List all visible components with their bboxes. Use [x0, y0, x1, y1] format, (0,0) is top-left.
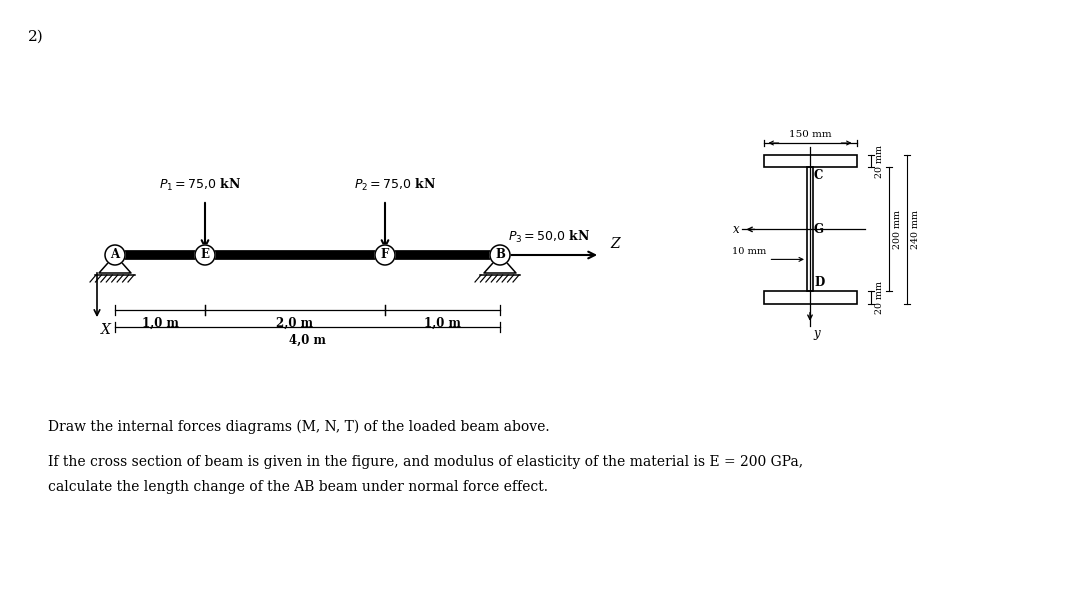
Text: calculate the length change of the AB beam under normal force effect.: calculate the length change of the AB be… — [47, 480, 548, 494]
Text: 2,0 m: 2,0 m — [276, 317, 314, 330]
Circle shape — [195, 245, 215, 265]
Text: If the cross section of beam is given in the figure, and modulus of elasticity o: If the cross section of beam is given in… — [47, 455, 803, 469]
Text: 4,0 m: 4,0 m — [289, 334, 326, 347]
Text: C: C — [814, 170, 823, 182]
Circle shape — [105, 245, 125, 265]
Text: Z: Z — [610, 237, 619, 251]
Text: F: F — [381, 248, 390, 261]
Text: Draw the internal forces diagrams (M, N, T) of the loaded beam above.: Draw the internal forces diagrams (M, N,… — [47, 420, 549, 435]
Circle shape — [375, 245, 395, 265]
Circle shape — [490, 245, 510, 265]
Text: 1,0 m: 1,0 m — [141, 317, 178, 330]
Text: $P_3=50{,}0$ kN: $P_3=50{,}0$ kN — [508, 229, 590, 245]
Text: 240 mm: 240 mm — [911, 210, 919, 249]
Text: 150 mm: 150 mm — [789, 130, 831, 139]
Text: $P_1=75{,}0$ kN: $P_1=75{,}0$ kN — [159, 177, 242, 193]
Text: y: y — [812, 327, 820, 340]
Text: 20 mm: 20 mm — [874, 144, 884, 177]
Text: B: B — [495, 248, 505, 261]
Text: D: D — [814, 277, 824, 289]
Text: $P_2=75{,}0$ kN: $P_2=75{,}0$ kN — [354, 177, 436, 193]
Text: A: A — [110, 248, 120, 261]
Text: 1,0 m: 1,0 m — [424, 317, 461, 330]
Text: 20 mm: 20 mm — [874, 281, 884, 314]
Text: G: G — [814, 223, 824, 236]
Text: 200 mm: 200 mm — [892, 210, 901, 249]
Text: E: E — [201, 248, 209, 261]
Text: x: x — [733, 223, 739, 236]
Text: 10 mm: 10 mm — [733, 247, 766, 256]
Text: 2): 2) — [28, 30, 44, 44]
Text: X: X — [101, 323, 111, 337]
